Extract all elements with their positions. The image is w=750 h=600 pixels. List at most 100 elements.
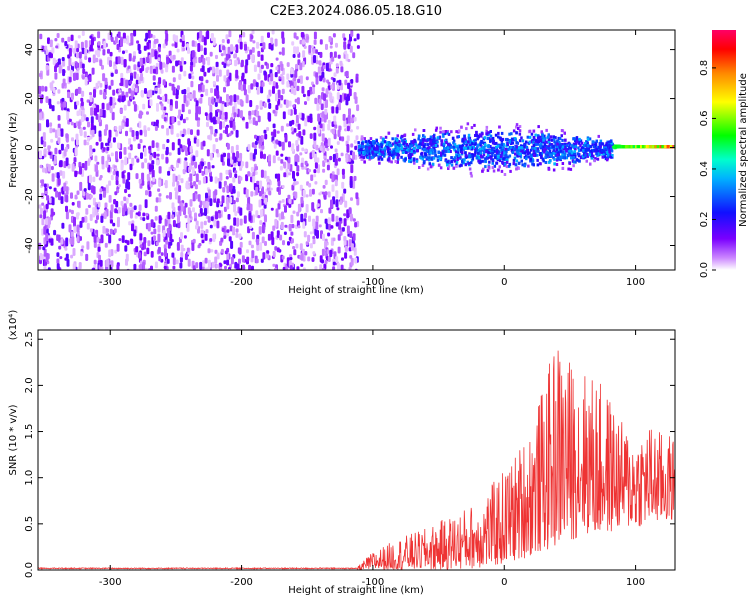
heatmap-cell [284, 224, 288, 228]
heatmap-cell [256, 41, 260, 49]
heatmap-cell [324, 218, 328, 224]
heatmap-cell [73, 72, 76, 81]
heatmap-cell [346, 125, 350, 132]
heatmap-cell [394, 151, 398, 155]
heatmap-cell [543, 139, 547, 143]
heatmap-cell [370, 151, 373, 155]
heatmap-cell [43, 141, 47, 148]
heatmap-cell [150, 219, 154, 228]
heatmap-cell [479, 153, 482, 156]
heatmap-cell [594, 146, 597, 150]
heatmap-cell [176, 133, 180, 138]
heatmap-cell [370, 141, 374, 145]
heatmap-cell [74, 194, 78, 200]
heatmap-cell [155, 241, 159, 246]
heatmap-cell [299, 152, 303, 156]
heatmap-cell [337, 234, 341, 241]
heatmap-cell [337, 246, 341, 254]
heatmap-cell [274, 38, 278, 47]
heatmap-cell [206, 121, 209, 128]
heatmap-cell [157, 233, 161, 243]
heatmap-cell [266, 127, 270, 132]
heatmap-cell [81, 63, 85, 69]
heatmap-cell [171, 142, 175, 151]
heatmap-cell [314, 153, 317, 163]
heatmap-cell [301, 113, 305, 121]
heatmap-cell [74, 40, 78, 50]
heatmap-cell [548, 142, 551, 146]
heatmap-cell [432, 137, 435, 141]
heatmap-cell [492, 140, 495, 144]
heatmap-cell [419, 156, 423, 160]
heatmap-cell [39, 207, 43, 215]
heatmap-cell [209, 238, 213, 242]
heatmap-cell [322, 147, 326, 153]
heatmap-cell [227, 46, 231, 56]
heatmap-cell [260, 169, 264, 178]
heatmap-cell [105, 267, 108, 270]
heatmap-cell [328, 207, 332, 214]
heatmap-cell [128, 138, 132, 145]
heatmap-cell [340, 264, 344, 270]
heatmap-cell [197, 194, 201, 202]
heatmap-cell [157, 57, 161, 62]
heatmap-cell [129, 163, 133, 171]
heatmap-cell [120, 77, 124, 87]
heatmap-cell [497, 156, 500, 160]
heatmap-cell [139, 68, 143, 74]
heatmap-cell [102, 73, 106, 82]
heatmap-cell [376, 142, 380, 146]
heatmap-cell [219, 121, 223, 130]
heatmap-cell [479, 149, 482, 153]
heatmap-cell [165, 239, 169, 245]
heatmap-cell [39, 112, 42, 121]
heatmap-cell [220, 53, 224, 57]
heatmap-cell [256, 244, 260, 251]
heatmap-cell [541, 145, 544, 149]
heatmap-cell [174, 187, 178, 192]
heatmap-cell [337, 262, 340, 270]
heatmap-cell [295, 114, 299, 124]
heatmap-cell [453, 159, 457, 163]
heatmap-cell [162, 230, 166, 237]
heatmap-cell [495, 156, 498, 160]
heatmap-cell [164, 218, 168, 227]
heatmap-cell [109, 107, 113, 114]
heatmap-cell [128, 53, 132, 62]
heatmap-cell [39, 150, 42, 159]
heatmap-cell [325, 62, 329, 72]
heatmap-cell [127, 172, 131, 181]
heatmap-cell [114, 191, 118, 196]
heatmap-cell [221, 161, 225, 166]
heatmap-cell [375, 139, 378, 143]
heatmap-cell [479, 160, 482, 164]
heatmap-cell [604, 157, 608, 161]
heatmap-cell [245, 121, 249, 129]
heatmap-cell [117, 56, 121, 65]
heatmap-cell [444, 130, 448, 133]
heatmap-cell [190, 129, 193, 135]
heatmap-cell [183, 160, 187, 170]
heatmap-cell [331, 128, 335, 135]
heatmap-cell [92, 54, 96, 64]
heatmap-cell [532, 163, 535, 167]
heatmap-cell [447, 150, 450, 153]
heatmap-cell [112, 170, 116, 176]
heatmap-cell [648, 145, 651, 149]
heatmap-cell [123, 147, 127, 155]
heatmap-cell [495, 147, 499, 151]
heatmap-cell [65, 194, 69, 203]
heatmap-cell [215, 54, 218, 60]
heatmap-cell [219, 266, 223, 270]
heatmap-cell [450, 145, 453, 149]
heatmap-cell [244, 64, 248, 74]
heatmap-cell [476, 151, 480, 155]
heatmap-cell [108, 85, 112, 90]
heatmap-cell [302, 93, 306, 98]
heatmap-cell [380, 153, 384, 156]
heatmap-cell [606, 151, 609, 154]
heatmap-cell [378, 161, 381, 165]
heatmap-cell [192, 265, 196, 270]
heatmap-cell [384, 152, 387, 156]
heatmap-cell [362, 155, 366, 159]
